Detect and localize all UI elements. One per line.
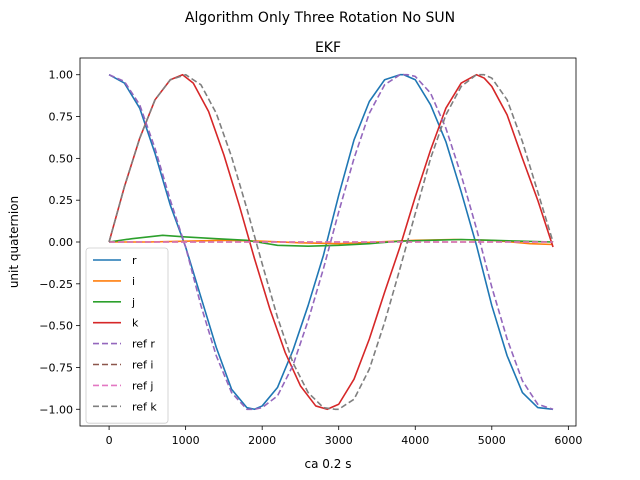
series-line-ref-r (108, 73, 554, 411)
legend-label-ref-k: ref k (132, 400, 157, 413)
axes-layer: 0 1000 2000 3000 4000 5000 6000 −1.00 −0.75 −0.50… (39, 57, 582, 447)
series-line-ref-k (108, 73, 554, 411)
x-tick-label: 4000 (401, 434, 429, 447)
legend-box (85, 247, 169, 424)
series-line-j (108, 234, 554, 247)
y-tick-label: 0.50 (49, 152, 74, 165)
series-layer (108, 73, 554, 411)
legend-label-ref-r: ref r (132, 338, 155, 351)
y-tick-label: −0.50 (39, 320, 73, 333)
legend-label-k: k (132, 317, 139, 330)
x-tick-label: 6000 (554, 434, 582, 447)
x-tick-label: 3000 (325, 434, 353, 447)
y-tick-label: 0.75 (49, 111, 74, 124)
legend-label-i: i (132, 275, 135, 288)
x-tick-label: 0 (106, 434, 113, 447)
series-line-k (108, 73, 554, 411)
figure-suptitle: Algorithm Only Three Rotation No SUN (185, 10, 455, 26)
x-tick-label: 1000 (172, 434, 200, 447)
axes-title: EKF (315, 40, 341, 56)
x-axis-label: ca 0.2 s (305, 457, 352, 471)
y-axis-label: unit quaternion (7, 196, 21, 288)
x-tick-label: 5000 (478, 434, 506, 447)
legend-label-ref-j: ref j (132, 379, 153, 392)
legend-label-r: r (132, 254, 137, 267)
legend-label-j: j (131, 296, 135, 309)
y-tick-label: 0.25 (49, 194, 74, 207)
y-tick-label: 0.00 (49, 236, 74, 249)
y-tick-label: −0.75 (39, 361, 73, 374)
y-tick-label: 1.00 (49, 69, 74, 82)
y-tick-label: −1.00 (39, 403, 73, 416)
x-tick-label: 2000 (248, 434, 276, 447)
y-tick-label: −0.25 (39, 278, 73, 291)
legend-label-ref-i: ref i (132, 359, 153, 372)
